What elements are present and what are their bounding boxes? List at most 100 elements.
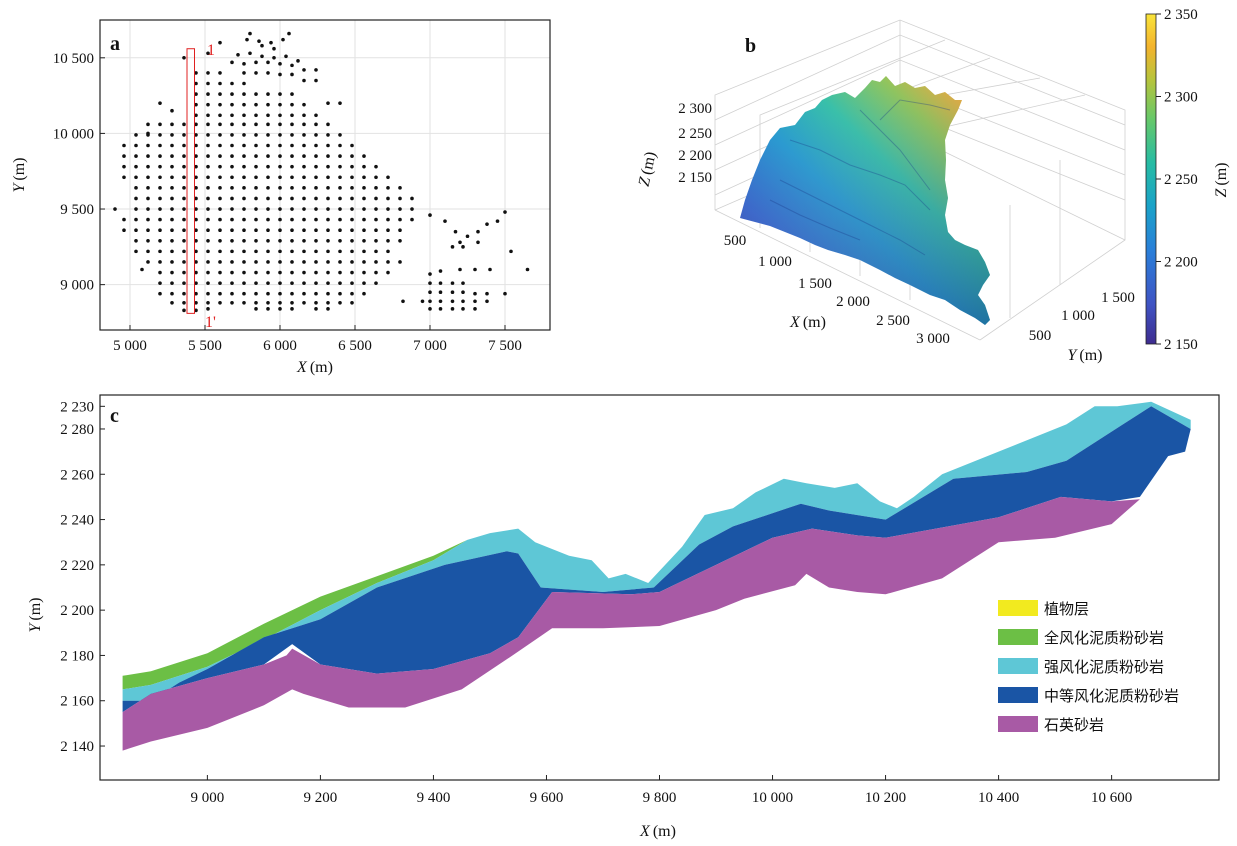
sample-point bbox=[473, 307, 477, 311]
sample-point bbox=[242, 217, 246, 222]
sample-point bbox=[473, 267, 477, 272]
sample-point bbox=[122, 175, 126, 180]
sample-point bbox=[206, 196, 210, 201]
sample-point bbox=[206, 154, 210, 158]
sample-point bbox=[134, 207, 138, 211]
sample-point bbox=[206, 122, 210, 127]
sample-point bbox=[314, 78, 318, 83]
panel-a-x-ticks: 5 000 5 500 6 000 6 500 7 000 7 500 bbox=[113, 325, 522, 354]
sample-point bbox=[230, 133, 234, 137]
layer-石英砂岩 bbox=[122, 496, 1140, 751]
sample-point bbox=[146, 207, 150, 211]
sample-point bbox=[374, 186, 378, 190]
sample-point bbox=[194, 281, 198, 285]
sample-point bbox=[290, 164, 294, 169]
sample-point bbox=[182, 291, 186, 296]
sample-point bbox=[134, 133, 138, 137]
sample-point bbox=[158, 186, 162, 190]
z-tick-label: 2 300 bbox=[678, 101, 712, 117]
sample-point bbox=[302, 217, 306, 222]
sample-point bbox=[302, 281, 306, 285]
legend-swatch bbox=[998, 658, 1038, 674]
sample-point bbox=[230, 81, 234, 86]
sample-point bbox=[170, 217, 174, 222]
sample-point bbox=[488, 267, 492, 272]
sample-point bbox=[194, 217, 198, 222]
sample-point bbox=[158, 164, 162, 169]
sample-point bbox=[338, 270, 342, 275]
layer-强风化泥质粉砂岩 bbox=[122, 401, 1191, 701]
sample-point bbox=[302, 228, 306, 232]
sample-point bbox=[461, 307, 465, 311]
colorbar bbox=[1145, 13, 1157, 345]
colorbar-tick-label: 2 200 bbox=[1164, 255, 1198, 271]
sample-point bbox=[350, 281, 354, 285]
sample-point bbox=[158, 228, 162, 232]
sample-point bbox=[230, 102, 234, 107]
sample-point bbox=[170, 238, 174, 243]
sample-point bbox=[134, 175, 138, 180]
sample-point bbox=[170, 291, 174, 296]
sample-point bbox=[386, 249, 390, 254]
sample-point bbox=[218, 164, 222, 169]
sample-point bbox=[266, 291, 270, 296]
sample-point bbox=[194, 308, 198, 313]
sample-point bbox=[266, 71, 270, 75]
sample-point bbox=[194, 249, 198, 254]
sample-point bbox=[278, 307, 282, 311]
sample-point bbox=[170, 175, 174, 180]
z-tick-label: 2 250 bbox=[678, 126, 712, 142]
sample-point bbox=[194, 154, 198, 158]
legend-swatch bbox=[998, 716, 1038, 732]
sample-point bbox=[302, 249, 306, 254]
sample-point bbox=[503, 291, 507, 296]
sample-point bbox=[194, 81, 198, 86]
sample-point bbox=[194, 92, 198, 96]
sample-point bbox=[194, 113, 198, 118]
sample-point bbox=[269, 40, 273, 45]
sample-point bbox=[266, 186, 270, 190]
sample-point bbox=[350, 207, 354, 211]
sample-point bbox=[338, 154, 342, 158]
sample-point bbox=[266, 307, 270, 311]
sample-point bbox=[218, 113, 222, 118]
sample-point bbox=[290, 270, 294, 275]
sample-point bbox=[254, 300, 258, 305]
sample-point bbox=[206, 143, 210, 148]
sample-point bbox=[242, 249, 246, 254]
sample-point bbox=[278, 164, 282, 169]
sample-point bbox=[182, 308, 186, 313]
sample-point bbox=[338, 143, 342, 148]
sample-point bbox=[266, 143, 270, 148]
sample-point bbox=[266, 249, 270, 254]
sample-point bbox=[450, 245, 455, 249]
sample-point bbox=[134, 217, 138, 222]
sample-point bbox=[230, 207, 234, 211]
sample-point bbox=[230, 154, 234, 158]
sample-point bbox=[206, 270, 210, 275]
sample-point bbox=[146, 249, 150, 254]
panel-c-x-label: X (m) bbox=[639, 823, 676, 840]
sample-point bbox=[218, 81, 222, 86]
sample-point bbox=[326, 133, 330, 137]
sample-point bbox=[290, 113, 294, 118]
sample-point bbox=[290, 92, 294, 96]
sample-point bbox=[254, 291, 258, 296]
sample-point bbox=[314, 175, 318, 180]
sample-point bbox=[194, 270, 198, 275]
colorbar-label: Z(m) bbox=[1213, 162, 1230, 197]
sample-point bbox=[194, 196, 198, 201]
sample-point bbox=[302, 143, 306, 148]
sample-point bbox=[410, 217, 414, 222]
sample-point bbox=[428, 213, 432, 217]
sample-point bbox=[278, 238, 282, 243]
y-tick-label: 9 000 bbox=[60, 278, 94, 294]
sample-point bbox=[428, 299, 432, 304]
sample-point bbox=[218, 270, 222, 275]
sample-point bbox=[290, 207, 294, 211]
sample-point bbox=[362, 228, 366, 232]
sample-point bbox=[461, 299, 465, 304]
sample-point bbox=[182, 133, 186, 137]
sample-point bbox=[122, 143, 126, 148]
